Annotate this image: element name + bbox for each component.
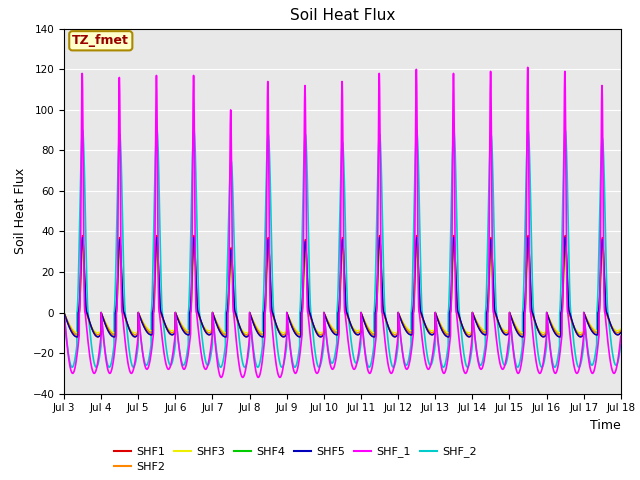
Y-axis label: Soil Heat Flux: Soil Heat Flux	[14, 168, 27, 254]
Legend: SHF1, SHF2, SHF3, SHF4, SHF5, SHF_1, SHF_2: SHF1, SHF2, SHF3, SHF4, SHF5, SHF_1, SHF…	[114, 446, 477, 472]
Text: TZ_fmet: TZ_fmet	[72, 34, 129, 47]
Title: Soil Heat Flux: Soil Heat Flux	[290, 9, 395, 24]
X-axis label: Time: Time	[590, 419, 621, 432]
